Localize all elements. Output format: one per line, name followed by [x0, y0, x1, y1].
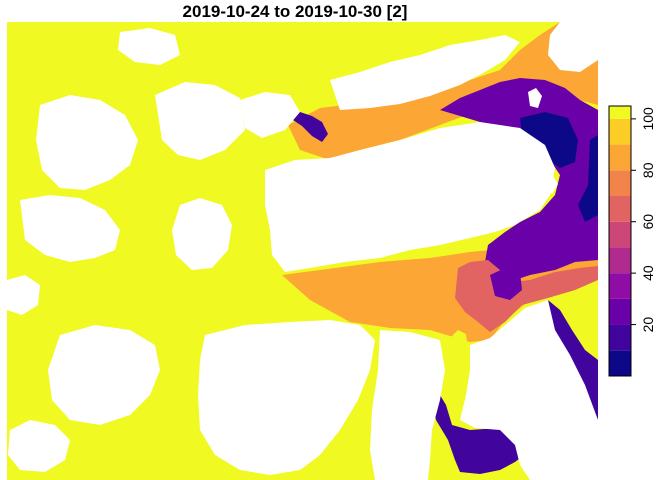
land-island-w: [7, 275, 40, 315]
land-masses: [7, 22, 598, 480]
colorbar-frame: [608, 105, 632, 377]
sea-ice-darkblue-edge: [578, 135, 598, 222]
map-panel: [7, 22, 598, 480]
sea-ice-yellow-tongue: [443, 330, 468, 420]
land-island-small-1: [528, 88, 542, 108]
land-prince-of-wales: [198, 320, 375, 475]
sea-ice-indigo-blob: [490, 268, 522, 300]
land-island-sw: [8, 420, 70, 472]
land-devon: [265, 122, 555, 272]
land-bathurst: [155, 82, 245, 160]
land-island-n: [118, 28, 180, 65]
colorbar-class-9: [609, 118, 631, 145]
legend-colorbar: 20 40 60 80 100: [608, 105, 656, 377]
colorbar-class-0: [609, 350, 631, 376]
map-title: 2019-10-24 to 2019-10-30 [2]: [183, 2, 408, 21]
colorbar-ticks: 20 40 60 80 100: [631, 107, 656, 332]
colorbar-tick-label: 20: [640, 317, 656, 333]
colorbar-tick-label: 80: [640, 162, 656, 178]
colorbar-tick-label: 60: [640, 214, 656, 230]
colorbar-class-3: [609, 273, 631, 299]
colorbar-tick-label: 40: [640, 265, 656, 281]
colorbar-class-6: [609, 196, 631, 222]
colorbar-class-2: [609, 298, 631, 325]
sea-ice-purple-inlet: [290, 112, 328, 142]
land-cornwallis: [240, 92, 300, 138]
land-island-small-2: [542, 174, 558, 194]
land-baffin: [460, 300, 598, 480]
land-ellesmere: [330, 35, 520, 110]
land-somerset: [370, 330, 445, 480]
colorbar-tick-label: 100: [640, 107, 656, 131]
colorbar-class-4: [609, 247, 631, 274]
colorbar-class-10: [609, 106, 631, 119]
land-small-island: [172, 198, 232, 270]
colorbar-class-1: [609, 324, 631, 351]
land-melville: [20, 195, 120, 262]
colorbar-class-5: [609, 221, 631, 248]
sea-ice-indigo-south: [433, 395, 528, 474]
land-victoria: [48, 325, 160, 425]
colorbar-classes: [609, 106, 631, 376]
colorbar-class-8: [609, 144, 631, 171]
land-prince-patrick: [36, 95, 138, 190]
colorbar-class-7: [609, 170, 631, 196]
land-greenland-edge: [548, 22, 598, 72]
sea-ice-darkblue-northeast: [520, 112, 578, 168]
